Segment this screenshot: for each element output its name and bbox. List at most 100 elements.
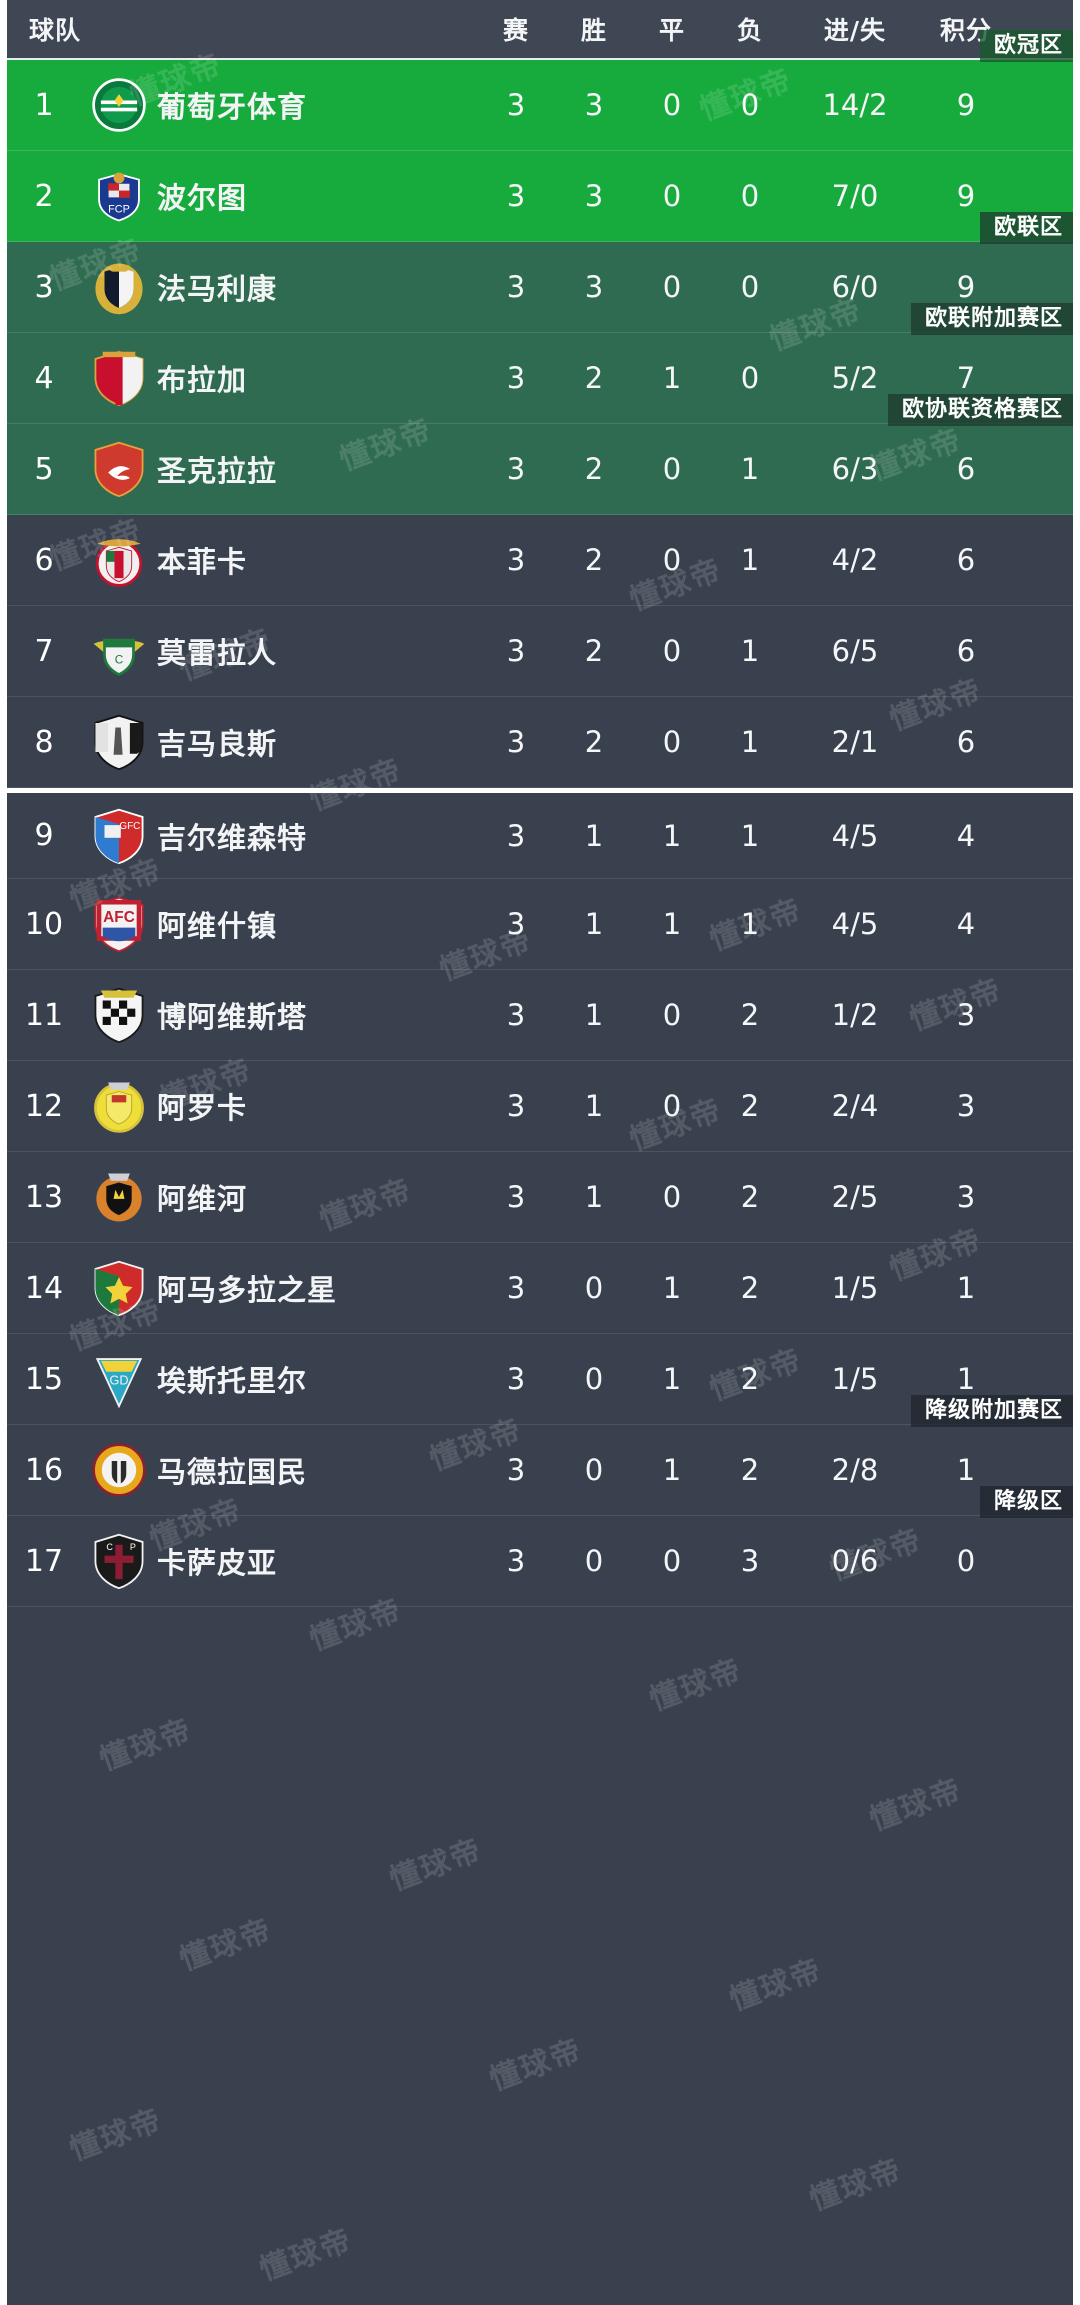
moreirense-crest: C xyxy=(81,620,157,682)
gil-vicente-crest: GFC xyxy=(81,805,157,867)
stat-lost: 1 xyxy=(740,634,760,668)
rank-number: 4 xyxy=(34,360,54,396)
stat-drawn: 1 xyxy=(662,1453,682,1487)
boavista-crest xyxy=(81,984,157,1046)
rank-number: 6 xyxy=(34,542,54,578)
team-name[interactable]: 吉马良斯 xyxy=(157,727,278,761)
stat-lost: 1 xyxy=(740,543,760,577)
team-name[interactable]: 圣克拉拉 xyxy=(157,454,278,488)
stat-drawn: 0 xyxy=(662,634,682,668)
table-row[interactable]: 15 GD 埃斯托里尔 3 0 1 2 1/5 1 xyxy=(7,1334,1073,1425)
team-name[interactable]: 法马利康 xyxy=(157,272,278,306)
table-row[interactable]: 9 GFC 吉尔维森特 3 1 1 1 4/5 4 xyxy=(7,788,1073,879)
team-name[interactable]: 葡萄牙体育 xyxy=(157,90,308,124)
stat-lost: 0 xyxy=(740,361,760,395)
column-header-played[interactable]: 赛 xyxy=(502,16,529,45)
table-row[interactable]: 欧联区 3 法马利康 3 3 0 0 6/0 9 xyxy=(7,212,1073,333)
guimaraes-crest xyxy=(81,711,157,773)
stat-points: 6 xyxy=(956,634,976,668)
stat-won: 0 xyxy=(584,1544,604,1578)
stat-drawn: 0 xyxy=(662,1544,682,1578)
stat-goals: 6/5 xyxy=(831,634,879,668)
table-row[interactable]: 7 C 莫雷拉人 3 2 0 1 6/5 6 xyxy=(7,606,1073,697)
team-name[interactable]: 埃斯托里尔 xyxy=(157,1364,308,1398)
stat-lost: 0 xyxy=(740,270,760,304)
svg-text:C: C xyxy=(106,1542,113,1552)
table-row[interactable]: 13 阿维河 3 1 0 2 2/5 3 xyxy=(7,1152,1073,1243)
stat-points: 9 xyxy=(956,270,976,304)
column-header-drawn[interactable]: 平 xyxy=(658,16,685,45)
rank-number: 9 xyxy=(34,818,54,853)
column-header-goals[interactable]: 进/失 xyxy=(823,16,887,45)
team-name[interactable]: 阿马多拉之星 xyxy=(157,1273,338,1307)
stat-drawn: 0 xyxy=(662,725,682,759)
stat-points: 4 xyxy=(956,907,976,941)
rank-number: 14 xyxy=(24,1270,64,1306)
stat-goals: 1/5 xyxy=(831,1362,879,1396)
team-name[interactable]: 布拉加 xyxy=(157,363,248,397)
table-row[interactable]: 欧冠区 1 葡萄牙体育 3 3 0 0 14/2 9 xyxy=(7,30,1073,151)
table-row[interactable]: 6 本菲卡 3 2 0 1 4/2 6 xyxy=(7,515,1073,606)
rank-number: 12 xyxy=(24,1088,64,1124)
watermark-text: 懂球帝 xyxy=(95,1712,198,1779)
team-name[interactable]: 本菲卡 xyxy=(157,545,248,579)
stat-drawn: 0 xyxy=(662,1089,682,1123)
stat-points: 3 xyxy=(956,1089,976,1123)
stat-won: 2 xyxy=(584,634,604,668)
table-row[interactable]: 10 AFC 阿维什镇 3 1 1 1 4/5 4 xyxy=(7,879,1073,970)
rank-number: 10 xyxy=(24,906,64,942)
team-name[interactable]: 阿维什镇 xyxy=(157,909,278,943)
stat-goals: 2/1 xyxy=(831,725,879,759)
nacional-crest xyxy=(81,1439,157,1501)
stat-played: 3 xyxy=(506,998,526,1032)
estrela-amadora-crest xyxy=(81,1257,157,1319)
table-row[interactable]: 12 阿罗卡 3 1 0 2 2/4 3 xyxy=(7,1061,1073,1152)
table-row[interactable]: 2 FCP 波尔图 3 3 0 0 7/0 9 xyxy=(7,151,1073,242)
table-row[interactable]: 降级附加赛区 16 马德拉国民 3 0 1 2 2/8 1 xyxy=(7,1395,1073,1516)
svg-text:AFC: AFC xyxy=(103,909,135,926)
watermark-text: 懂球帝 xyxy=(725,1952,828,2019)
estoril-crest: GD xyxy=(81,1348,157,1410)
table-row[interactable]: 降级区 17 C P 卡萨皮亚 3 0 0 3 0/6 0 xyxy=(7,1486,1073,1607)
team-name[interactable]: 莫雷拉人 xyxy=(157,636,278,670)
stat-won: 3 xyxy=(584,270,604,304)
watermark-text: 懂球帝 xyxy=(65,2102,168,2169)
stat-drawn: 1 xyxy=(662,361,682,395)
stat-points: 1 xyxy=(956,1362,976,1396)
watermark-text: 懂球帝 xyxy=(805,2152,908,2219)
stat-points: 9 xyxy=(956,179,976,213)
table-header-row: 球队 赛 胜 平 负 进/失 积分 xyxy=(7,0,1073,60)
team-name[interactable]: 阿罗卡 xyxy=(157,1091,248,1125)
team-name[interactable]: 卡萨皮亚 xyxy=(157,1546,278,1580)
stat-goals: 5/2 xyxy=(831,361,879,395)
watermark-text: 懂球帝 xyxy=(645,1652,748,1719)
table-row[interactable]: 11 博阿维斯塔 3 1 0 2 1/2 3 xyxy=(7,970,1073,1061)
table-row[interactable]: 14 阿马多拉之星 3 0 1 2 1/5 1 xyxy=(7,1243,1073,1334)
arouca-crest xyxy=(81,1075,157,1137)
column-header-lost[interactable]: 负 xyxy=(736,16,763,45)
rank-number: 5 xyxy=(34,451,54,487)
stat-points: 4 xyxy=(956,818,976,853)
column-header-team[interactable]: 球队 xyxy=(29,16,82,45)
team-name[interactable]: 阿维河 xyxy=(157,1182,248,1216)
team-name[interactable]: 博阿维斯塔 xyxy=(157,1000,308,1034)
column-header-won[interactable]: 胜 xyxy=(580,16,607,45)
stat-won: 2 xyxy=(584,361,604,395)
santa-clara-crest xyxy=(81,438,157,500)
stat-won: 1 xyxy=(584,907,604,941)
watermark-text: 懂球帝 xyxy=(175,1912,278,1979)
stat-lost: 2 xyxy=(740,1362,760,1396)
stat-goals: 4/5 xyxy=(831,818,879,853)
team-name[interactable]: 马德拉国民 xyxy=(157,1455,308,1489)
rank-number: 2 xyxy=(34,178,54,214)
team-name[interactable]: 波尔图 xyxy=(157,181,248,215)
team-name[interactable]: 吉尔维森特 xyxy=(157,820,308,855)
zone-label-badge: 降级附加赛区 xyxy=(910,1395,1073,1427)
stat-points: 6 xyxy=(956,725,976,759)
rank-number: 11 xyxy=(24,997,64,1033)
stat-played: 3 xyxy=(506,634,526,668)
table-row[interactable]: 8 吉马良斯 3 2 0 1 2/1 6 xyxy=(7,697,1073,788)
table-row[interactable]: 欧协联资格赛区 5 圣克拉拉 3 2 0 1 6/3 6 xyxy=(7,394,1073,515)
stat-drawn: 0 xyxy=(662,998,682,1032)
stat-lost: 1 xyxy=(740,907,760,941)
